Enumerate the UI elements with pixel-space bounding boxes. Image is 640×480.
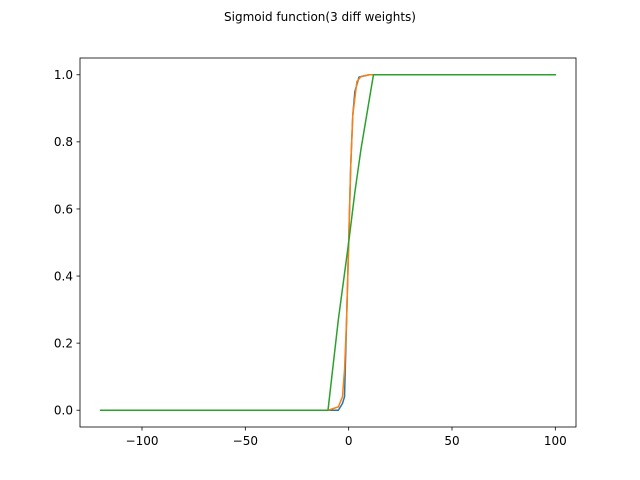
y-tick-label: 0.8 bbox=[54, 135, 73, 149]
x-tick-label: −100 bbox=[126, 434, 159, 448]
x-tick-label: 0 bbox=[345, 434, 353, 448]
y-tick-label: 0.4 bbox=[54, 269, 73, 283]
series-line-1 bbox=[182, 74, 474, 411]
x-tick-label: 100 bbox=[544, 434, 567, 448]
chart-title: Sigmoid function(3 diff weights) bbox=[224, 10, 416, 24]
series-line-3 bbox=[99, 74, 557, 411]
y-tick-label: 0.6 bbox=[54, 202, 73, 216]
y-tick-label: 0.2 bbox=[54, 336, 73, 350]
y-tick-label: 0.0 bbox=[54, 404, 73, 418]
series-layer bbox=[99, 74, 557, 411]
series-line-2 bbox=[182, 74, 474, 411]
axes-layer: −100 −50 0 50 100 0.0 0.2 0.4 0.6 0.8 1.0 bbox=[54, 57, 577, 448]
axes-frame bbox=[79, 57, 577, 428]
x-tick-label: 50 bbox=[444, 434, 459, 448]
y-tick-label: 1.0 bbox=[54, 68, 73, 82]
x-tick-label: −50 bbox=[233, 434, 258, 448]
